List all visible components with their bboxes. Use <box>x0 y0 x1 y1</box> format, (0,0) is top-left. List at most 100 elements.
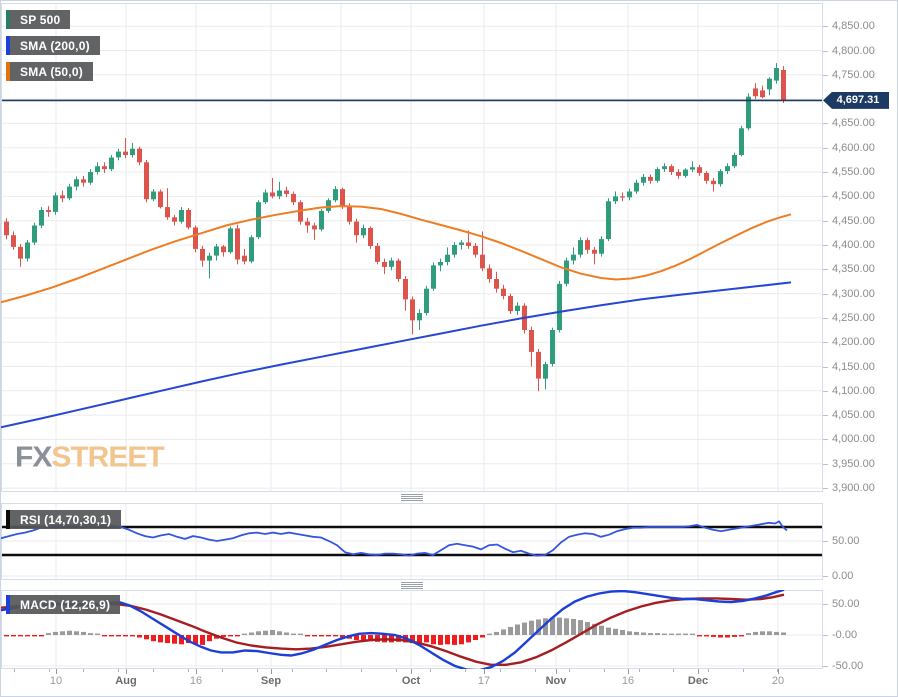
legend-accent <box>6 62 10 81</box>
price-tick-label: 3,900.00 <box>832 482 875 495</box>
time-minor-tick <box>708 669 709 672</box>
time-major-tick <box>126 669 127 674</box>
rsi-line <box>1 520 788 557</box>
legend-label: SMA (200,0) <box>20 38 90 53</box>
time-minor-tick <box>14 669 15 672</box>
price-tick-label: 4,050.00 <box>832 409 875 422</box>
axis-tick <box>823 172 828 174</box>
axis-tick <box>823 317 828 319</box>
time-major-tick <box>196 669 197 674</box>
panel-splitter-main-rsi[interactable] <box>1 493 823 502</box>
axis-tick <box>823 390 828 392</box>
fxstreet-logo-fx: FX <box>15 441 52 474</box>
axis-tick <box>823 244 828 246</box>
time-minor-tick <box>48 669 50 672</box>
sma50-line <box>1 205 792 304</box>
axis-tick <box>823 415 828 417</box>
last-price-badge: 4,697.31 <box>823 91 889 109</box>
axis-tick <box>823 26 828 28</box>
axis-tick <box>823 269 828 271</box>
value-axis[interactable]: 4,697.31 4,850.00 4,800.00 4,750.00 4,650.0… <box>823 1 897 696</box>
time-major-tick <box>778 669 779 674</box>
time-tick-label: 10 <box>49 675 63 687</box>
price-tick-label: 4,150.00 <box>832 360 875 373</box>
sma200-line <box>1 281 792 429</box>
time-tick-label: 16 <box>189 675 203 687</box>
axis-tick <box>823 196 828 198</box>
price-tick-label: 4,800.00 <box>832 44 875 57</box>
time-minor-tick <box>638 669 640 672</box>
price-tick-label: 4,400.00 <box>832 238 875 251</box>
macd-line <box>1 590 785 669</box>
macd-legend[interactable]: MACD (12,26,9) <box>6 595 121 614</box>
splitter-grip-icon[interactable] <box>401 494 423 501</box>
panel-splitter-rsi-macd[interactable] <box>1 581 823 590</box>
time-tick-label: 20 <box>771 675 785 687</box>
macd-signal-line <box>1 593 785 666</box>
time-minor-tick <box>361 669 362 672</box>
time-minor-tick <box>326 669 328 672</box>
time-minor-tick <box>291 669 293 672</box>
time-minor-tick <box>395 669 397 672</box>
time-minor-tick <box>222 669 224 672</box>
time-minor-tick <box>777 669 779 672</box>
time-major-tick <box>628 669 629 674</box>
price-chart-canvas[interactable] <box>1 3 823 492</box>
rsi-legend[interactable]: RSI (14,70,30,1) <box>6 510 122 529</box>
time-minor-tick <box>465 669 467 672</box>
price-tick-label: 4,550.00 <box>832 166 875 179</box>
time-tick-label: 16 <box>621 675 635 687</box>
axis-tick <box>823 635 828 636</box>
legend-item-sma-50-0[interactable]: SMA (50,0) <box>6 62 93 81</box>
time-minor-tick <box>256 669 258 672</box>
axis-tick <box>823 342 828 344</box>
time-minor-tick <box>569 669 571 672</box>
axis-tick <box>823 123 828 125</box>
time-major-tick <box>556 669 557 674</box>
time-major-tick <box>411 669 412 674</box>
time-tick-label: Nov <box>545 675 567 687</box>
price-tick-label: 4,300.00 <box>832 287 875 300</box>
axis-tick <box>823 366 828 368</box>
rsi-tick-label: 0.00 <box>832 570 854 582</box>
axis-tick <box>823 604 828 605</box>
legend-item-sma-200-0[interactable]: SMA (200,0) <box>6 36 100 55</box>
time-minor-tick <box>430 669 432 672</box>
price-tick-label: 4,250.00 <box>832 311 875 324</box>
price-tick-label: 4,650.00 <box>832 117 875 130</box>
price-tick-label: 4,850.00 <box>832 20 875 33</box>
macd-tick-label: 50.00 <box>832 598 860 610</box>
axis-tick <box>823 439 828 441</box>
time-minor-tick <box>83 669 85 672</box>
fxstreet-logo: FXSTREET <box>15 441 165 475</box>
time-minor-tick <box>603 669 605 672</box>
axis-tick <box>823 74 828 76</box>
axis-tick <box>823 666 828 667</box>
macd-legend-accent <box>6 595 10 614</box>
splitter-grip-icon[interactable] <box>401 582 423 589</box>
axis-tick <box>823 576 828 577</box>
legend-accent <box>6 36 10 55</box>
time-major-tick <box>271 669 272 674</box>
time-minor-tick <box>118 669 120 672</box>
rsi-legend-accent <box>6 510 10 529</box>
price-tick-label: 4,500.00 <box>832 190 875 203</box>
legend-item-sp-500[interactable]: SP 500 <box>6 10 71 29</box>
legend-label: SP 500 <box>20 12 61 27</box>
time-minor-tick <box>534 669 536 672</box>
time-tick-label: Dec <box>687 675 709 687</box>
time-minor-tick <box>742 669 744 672</box>
legend-label: SMA (50,0) <box>20 64 83 79</box>
time-tick-label: Aug <box>115 675 137 687</box>
fxstreet-logo-street: STREET <box>51 441 164 474</box>
time-minor-tick <box>152 669 154 672</box>
rsi-chart-canvas[interactable] <box>1 503 823 580</box>
axis-tick <box>823 147 828 149</box>
axis-tick <box>823 220 828 222</box>
macd-chart-canvas[interactable] <box>1 590 823 669</box>
price-tick-label: 4,350.00 <box>832 263 875 276</box>
price-tick-label: 4,450.00 <box>832 214 875 227</box>
time-tick-label: Sep <box>260 675 282 687</box>
time-axis[interactable]: 10 Aug 16 Sep Oct 17 Nov 16 Dec 20 <box>1 669 823 696</box>
axis-tick <box>823 463 828 465</box>
